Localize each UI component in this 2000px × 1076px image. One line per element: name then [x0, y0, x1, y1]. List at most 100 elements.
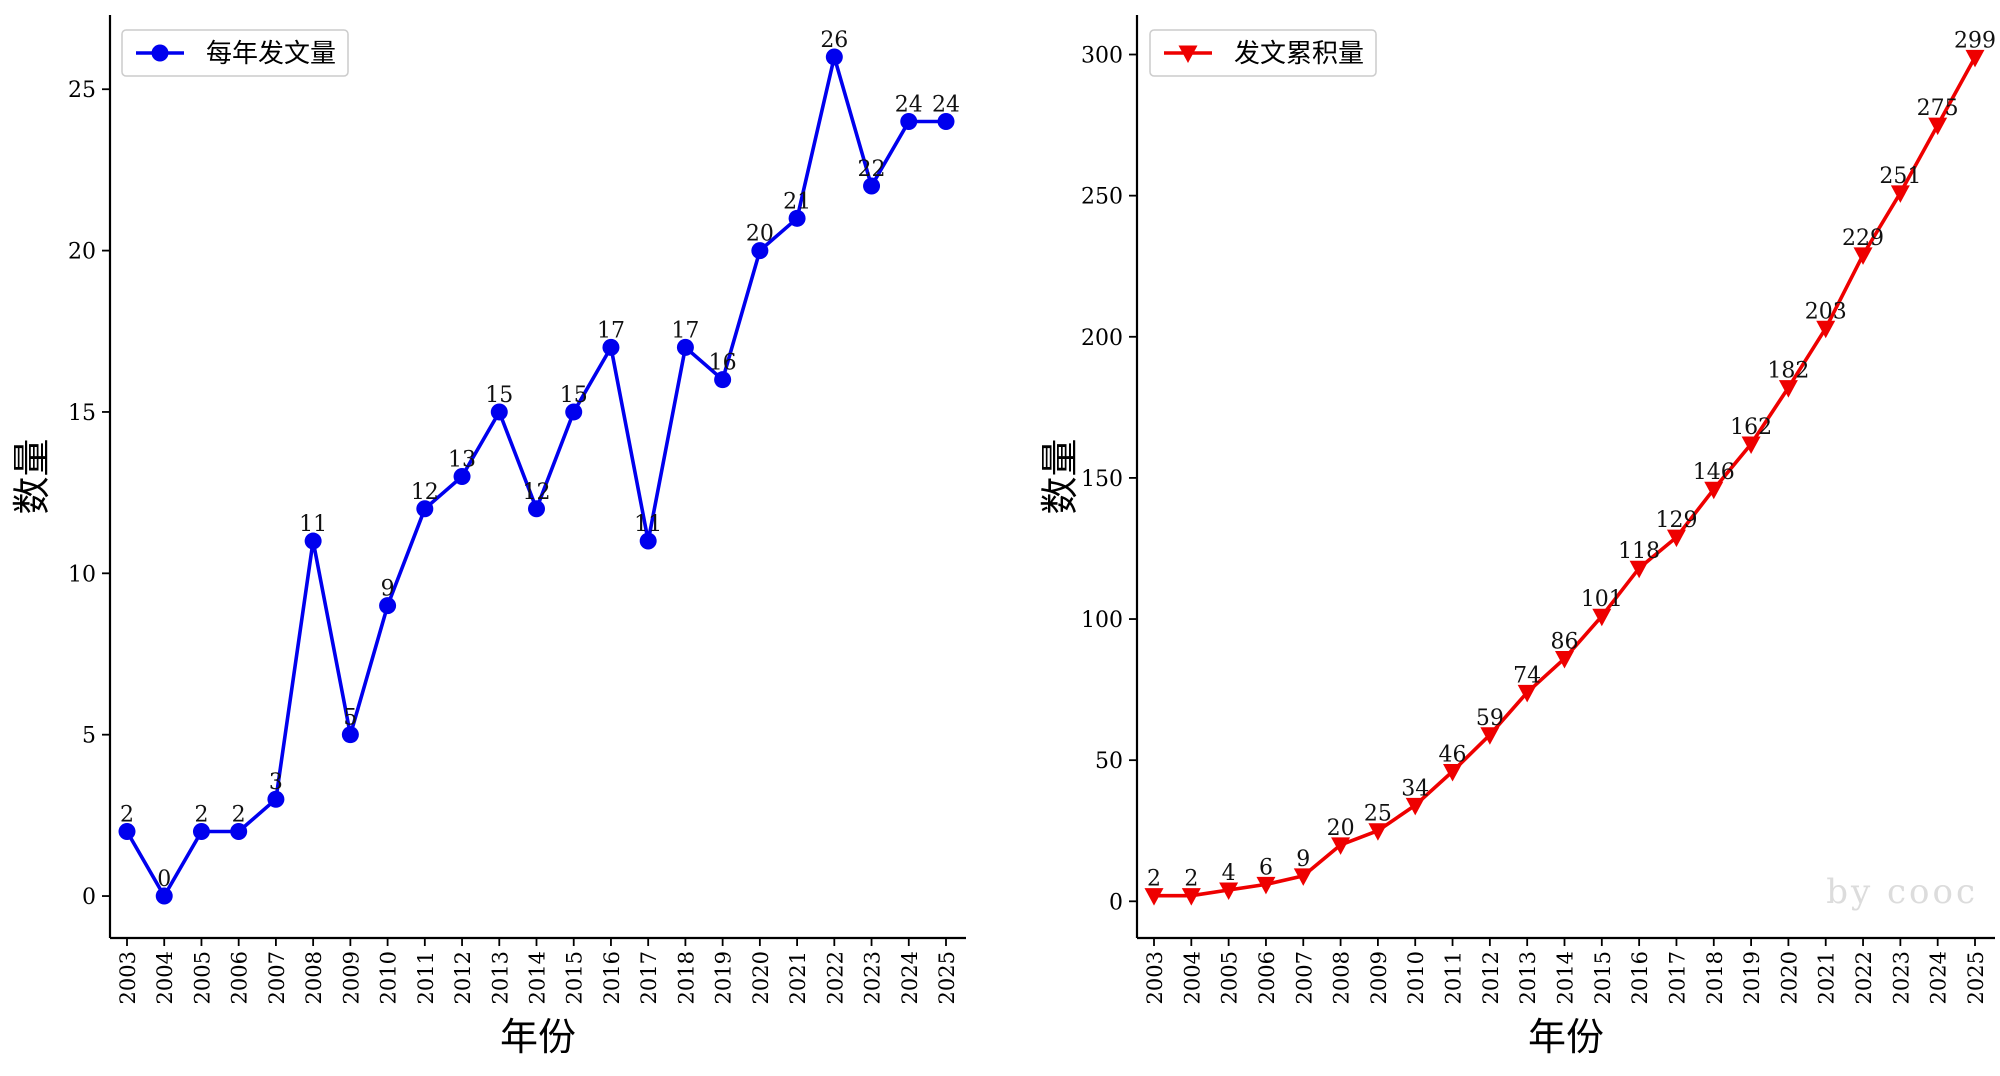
x-tick-label: 2022 [823, 951, 847, 1004]
data-label: 129 [1655, 508, 1697, 533]
data-label: 74 [1513, 663, 1541, 688]
y-tick-label: 200 [1081, 326, 1123, 351]
data-label: 16 [709, 351, 737, 376]
data-label: 0 [157, 867, 171, 892]
x-tick-label: 2020 [1777, 951, 1801, 1004]
legend-frame [121, 29, 349, 77]
data-label: 11 [299, 512, 327, 537]
data-label: 2 [120, 803, 134, 828]
data-label: 4 [1222, 861, 1236, 886]
data-point [1890, 185, 1910, 203]
x-tick-label: 2011 [414, 951, 438, 1004]
y-axis-title: 数量 [10, 438, 54, 514]
data-label: 146 [1693, 460, 1735, 485]
data-point [1256, 876, 1276, 895]
x-tick-label: 2021 [786, 951, 810, 1004]
data-label: 3 [269, 770, 283, 795]
data-point [267, 790, 285, 808]
x-tick-label: 2008 [1330, 951, 1354, 1004]
data-point [304, 532, 322, 550]
y-tick-label: 20 [68, 240, 96, 265]
x-tick-label: 2010 [377, 951, 401, 1004]
data-point [937, 113, 955, 130]
x-tick-label: 2025 [935, 951, 959, 1004]
data-point [1816, 320, 1836, 339]
legend-marker [1178, 45, 1198, 63]
data-label: 2 [232, 803, 246, 828]
data-label: 15 [485, 383, 513, 408]
x-tick-label: 2013 [488, 951, 512, 1004]
data-point [751, 242, 769, 260]
y-tick-label: 150 [1081, 467, 1123, 492]
data-point [155, 887, 173, 905]
x-tick-label: 2019 [1740, 951, 1764, 1004]
data-label: 118 [1618, 539, 1660, 564]
data-label: 24 [932, 93, 960, 118]
y-tick-label: 0 [1109, 890, 1123, 915]
x-tick-label: 2003 [1143, 951, 1167, 1004]
legend-marker [151, 44, 169, 62]
x-tick-label: 2018 [674, 951, 698, 1004]
data-point [788, 209, 806, 227]
data-point [1704, 481, 1724, 500]
series-line [1154, 56, 1977, 898]
x-tick-label: 2020 [749, 951, 773, 1004]
data-point [639, 532, 657, 550]
data-label: 17 [597, 318, 625, 343]
data-point [1368, 823, 1388, 841]
x-tick-label: 2006 [228, 951, 252, 1004]
x-tick-label: 2015 [1591, 951, 1615, 1004]
data-point [1480, 727, 1500, 745]
x-tick-label: 2017 [1665, 951, 1689, 1004]
x-tick-label: 2022 [1852, 951, 1876, 1004]
data-label: 101 [1581, 587, 1623, 612]
x-axis-title: 年份 [1528, 1015, 1604, 1059]
data-point [230, 823, 248, 840]
x-tick-label: 2023 [861, 951, 885, 1004]
data-point [1181, 888, 1201, 906]
x-tick-label: 2011 [1442, 951, 1466, 1004]
data-label: 22 [858, 157, 886, 182]
x-tick-label: 2024 [1927, 951, 1951, 1004]
data-label: 2 [1147, 867, 1161, 892]
data-point [900, 113, 918, 130]
x-tick-label: 2013 [1516, 951, 1540, 1004]
data-label: 182 [1767, 359, 1809, 384]
legend-label: 发文累积量 [1234, 39, 1364, 69]
data-point [1555, 651, 1574, 669]
data-label: 24 [895, 93, 923, 118]
data-label: 25 [1364, 802, 1392, 827]
data-label: 2 [1184, 867, 1198, 892]
x-tick-label: 2005 [190, 951, 214, 1004]
data-label: 9 [1296, 847, 1310, 872]
data-point [1778, 380, 1798, 398]
x-tick-label: 2007 [265, 951, 289, 1004]
data-point [379, 597, 397, 615]
y-tick-label: 25 [68, 78, 96, 103]
x-tick-label: 2015 [563, 951, 587, 1004]
data-label: 299 [1954, 28, 1996, 53]
data-point [453, 468, 471, 485]
data-point [1293, 868, 1313, 886]
x-tick-label: 2014 [1554, 951, 1578, 1004]
data-point [341, 726, 359, 744]
x-tick-label: 2014 [526, 951, 550, 1004]
data-label: 21 [783, 189, 811, 214]
data-point [825, 48, 843, 66]
x-tick-label: 2017 [637, 951, 661, 1004]
data-point [416, 500, 434, 518]
x-tick-label: 2003 [116, 951, 140, 1004]
y-tick-label: 15 [68, 401, 96, 426]
data-label: 20 [1327, 816, 1355, 841]
x-tick-label: 2005 [1218, 951, 1242, 1004]
data-label: 162 [1730, 415, 1772, 440]
x-tick-label: 2018 [1703, 951, 1727, 1004]
data-point [1219, 882, 1239, 901]
legend-label: 每年发文量 [206, 39, 336, 69]
watermark: by cooc [1826, 872, 1978, 912]
data-label: 9 [381, 577, 395, 602]
x-tick-label: 2012 [1479, 951, 1503, 1004]
x-tick-label: 2016 [1628, 951, 1652, 1004]
data-point [565, 403, 583, 421]
